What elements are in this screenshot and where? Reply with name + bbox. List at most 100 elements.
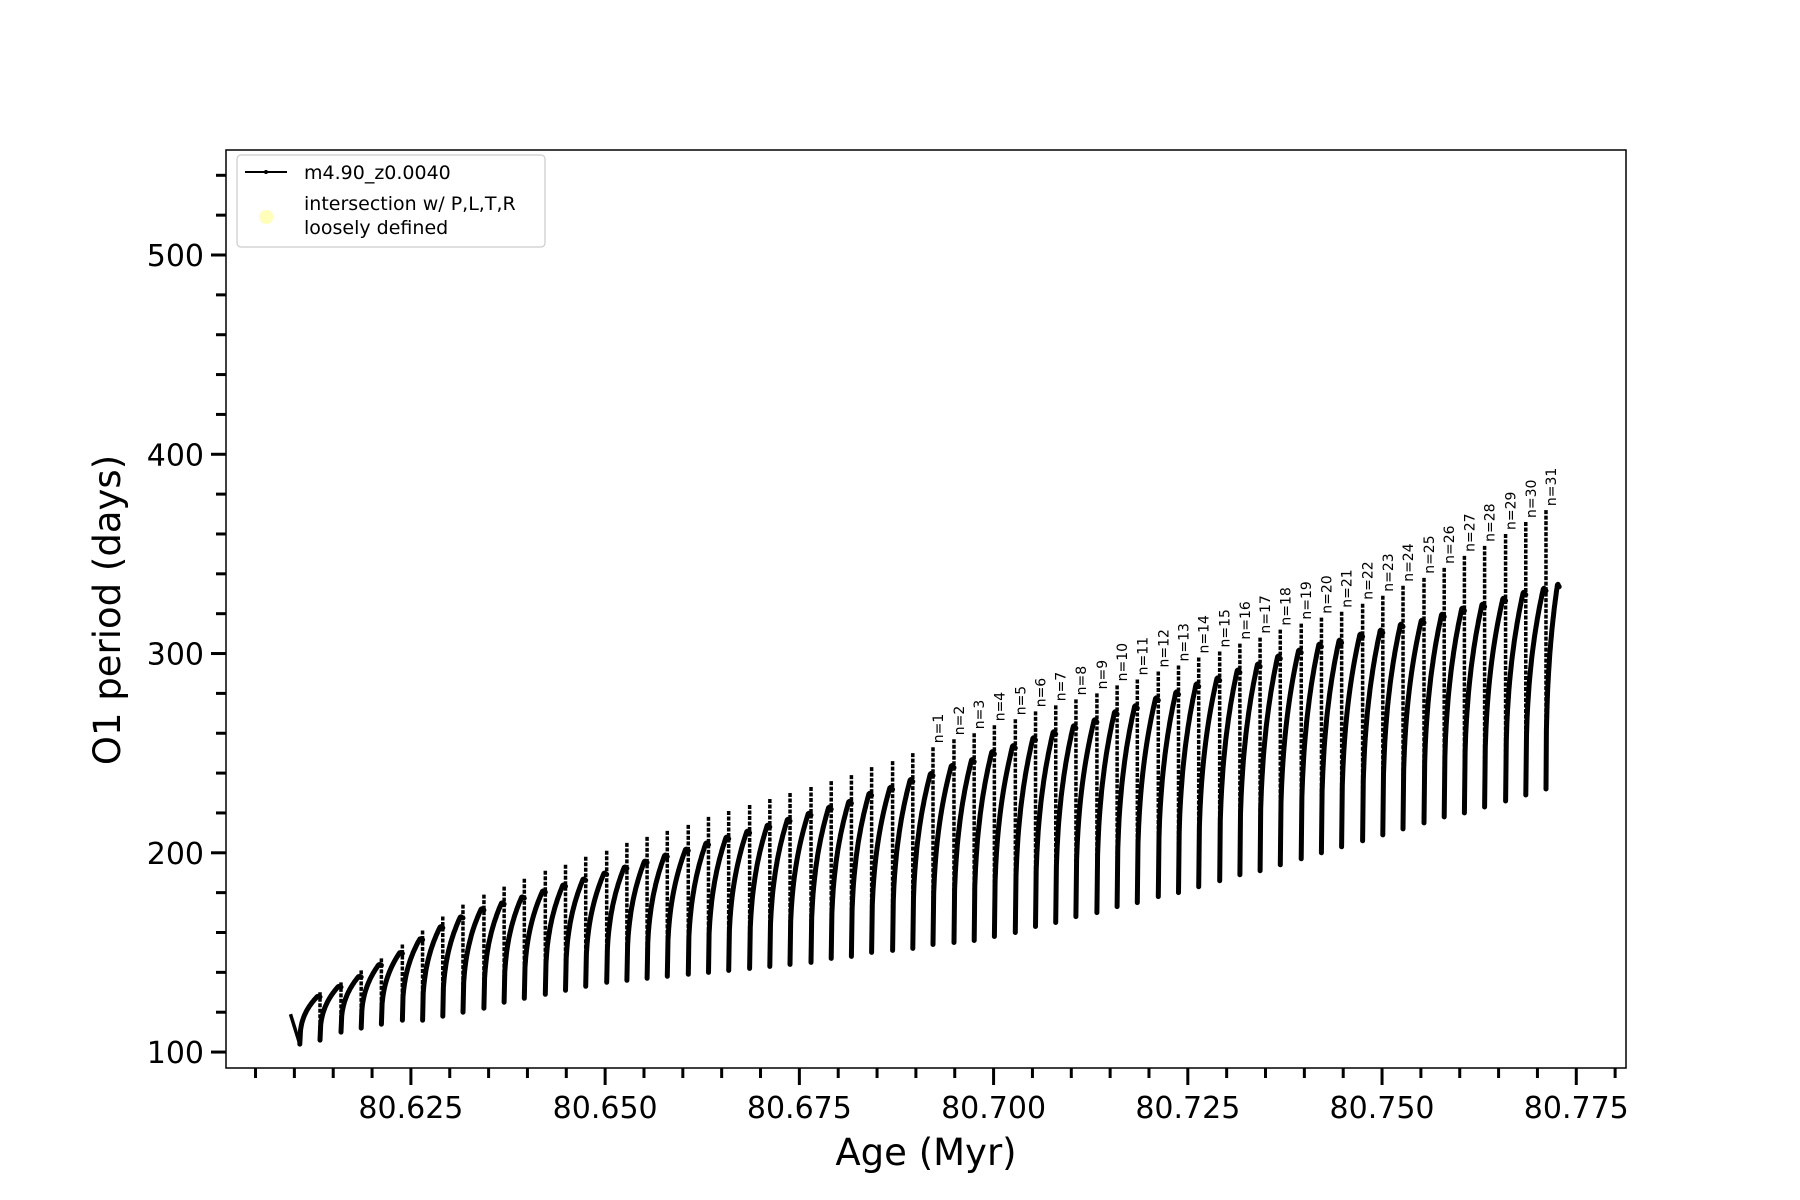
x-axis-label: Age (Myr) xyxy=(835,1131,1016,1174)
series-segment xyxy=(1155,689,1181,900)
series-segment xyxy=(930,763,957,947)
cycle-annotation: n=13 xyxy=(1177,623,1193,661)
series-segment xyxy=(706,834,732,975)
series-segment xyxy=(521,888,548,1001)
series-segment xyxy=(399,936,426,1023)
legend-circle-marker xyxy=(259,210,273,224)
cycle-annotation: n=25 xyxy=(1422,535,1438,573)
legend-dot-marker xyxy=(264,170,268,174)
series-segment xyxy=(1073,717,1100,920)
series-segment xyxy=(378,950,405,1027)
legend: m4.90_z0.0040 intersection w/ P,L,T,R lo… xyxy=(236,154,546,248)
cycle-annotation: n=10 xyxy=(1115,643,1131,681)
series-segment xyxy=(1217,667,1243,884)
y-tick-label: 500 xyxy=(147,239,204,274)
series-segment xyxy=(338,974,364,1035)
cycle-annotation: n=18 xyxy=(1278,587,1294,625)
series-segment xyxy=(1053,723,1079,925)
series-segment xyxy=(726,828,753,973)
x-axis: 80.625 80.650 80.675 80.700 80.725 80.750 80.7… xyxy=(254,1068,1629,1126)
y-axis: 100 200 300 400 500 xyxy=(147,173,226,1071)
cycle-annotation: n=30 xyxy=(1524,480,1540,518)
series-segment xyxy=(563,876,589,993)
series-segment xyxy=(1503,589,1529,804)
legend-label-intersection-line2: loosely defined xyxy=(304,217,448,239)
series-layer xyxy=(288,510,1562,1047)
cycle-annotation: n=21 xyxy=(1340,569,1356,607)
series-segment xyxy=(358,962,384,1031)
cycle-annotation: n=24 xyxy=(1401,543,1417,582)
series-segment xyxy=(890,777,916,953)
cycle-annotation: n=22 xyxy=(1361,561,1377,599)
series-segment xyxy=(583,870,610,989)
y-tick-label: 300 xyxy=(147,638,204,673)
series-segment xyxy=(767,816,793,969)
cycle-annotation: n=29 xyxy=(1504,492,1520,530)
cycle-annotation: n=6 xyxy=(1034,678,1050,708)
legend-label-intersection-line1: intersection w/ P,L,T,R xyxy=(304,193,516,215)
cycle-annotation: n=9 xyxy=(1095,660,1111,690)
plot-frame xyxy=(225,149,1627,1069)
y-tick-label: 400 xyxy=(147,438,204,473)
cycle-annotation: n=2 xyxy=(952,706,968,736)
cycle-annotation: n=12 xyxy=(1156,629,1172,667)
series-segment xyxy=(910,771,936,951)
series-segment xyxy=(1257,653,1283,874)
series-segment xyxy=(1339,631,1366,850)
cycle-annotation: n=7 xyxy=(1054,672,1070,702)
cycle-annotation: n=19 xyxy=(1299,581,1315,619)
cycle-annotation: n=11 xyxy=(1135,637,1151,675)
x-tick-label: 80.625 xyxy=(358,1091,463,1126)
cycle-annotation: n=16 xyxy=(1238,601,1254,640)
series-segment xyxy=(1298,641,1324,862)
y-tick-label: 100 xyxy=(147,1036,204,1071)
cycle-annotation: n=14 xyxy=(1197,615,1213,654)
cycle-annotation: n=27 xyxy=(1462,513,1478,551)
series-segment xyxy=(297,993,323,1047)
series-segment xyxy=(440,914,466,1019)
series-segment xyxy=(501,894,527,1005)
x-tick-label: 80.700 xyxy=(941,1091,1046,1126)
x-tick-label: 80.775 xyxy=(1524,1091,1629,1126)
series-segment xyxy=(1114,703,1140,910)
series-segment xyxy=(828,798,854,961)
series-segment xyxy=(1033,729,1059,929)
legend-label-series: m4.90_z0.0040 xyxy=(304,162,451,184)
series-segment xyxy=(869,784,896,955)
y-tick-label: 200 xyxy=(147,837,204,872)
series-segment xyxy=(1482,595,1509,810)
cycle-annotation: n=3 xyxy=(972,700,988,730)
cycle-annotation: n=26 xyxy=(1442,525,1458,564)
series-segment xyxy=(420,924,446,1023)
series-segment xyxy=(808,804,834,965)
legend-box xyxy=(236,154,546,248)
cycle-annotation: n=31 xyxy=(1544,468,1560,506)
cycle-annotation: n=1 xyxy=(931,714,947,744)
x-tick-label: 80.650 xyxy=(553,1091,658,1126)
cycle-annotation: n=20 xyxy=(1319,575,1335,613)
series-segment xyxy=(1360,627,1386,844)
series-segment xyxy=(1094,709,1120,916)
series-segment xyxy=(1523,585,1549,798)
x-tick-label: 80.750 xyxy=(1330,1091,1435,1126)
series-segment xyxy=(1318,637,1345,856)
series-segment xyxy=(1237,661,1263,878)
series-segment xyxy=(1277,647,1304,868)
series-segment xyxy=(664,846,691,979)
cycle-annotation: n=23 xyxy=(1381,553,1397,591)
series-segment xyxy=(848,790,875,959)
series-segment xyxy=(1543,581,1562,792)
series-segment xyxy=(460,906,487,1015)
series-segment xyxy=(685,840,711,977)
series-segment xyxy=(542,882,568,997)
series-segment xyxy=(1134,695,1161,906)
series-segment xyxy=(317,983,344,1043)
series-segment xyxy=(604,864,630,985)
series-segment xyxy=(951,757,977,945)
series-segment xyxy=(991,743,1018,939)
x-tick-label: 80.725 xyxy=(1135,1091,1240,1126)
series-segment xyxy=(1012,735,1038,935)
series-segment xyxy=(644,852,670,981)
